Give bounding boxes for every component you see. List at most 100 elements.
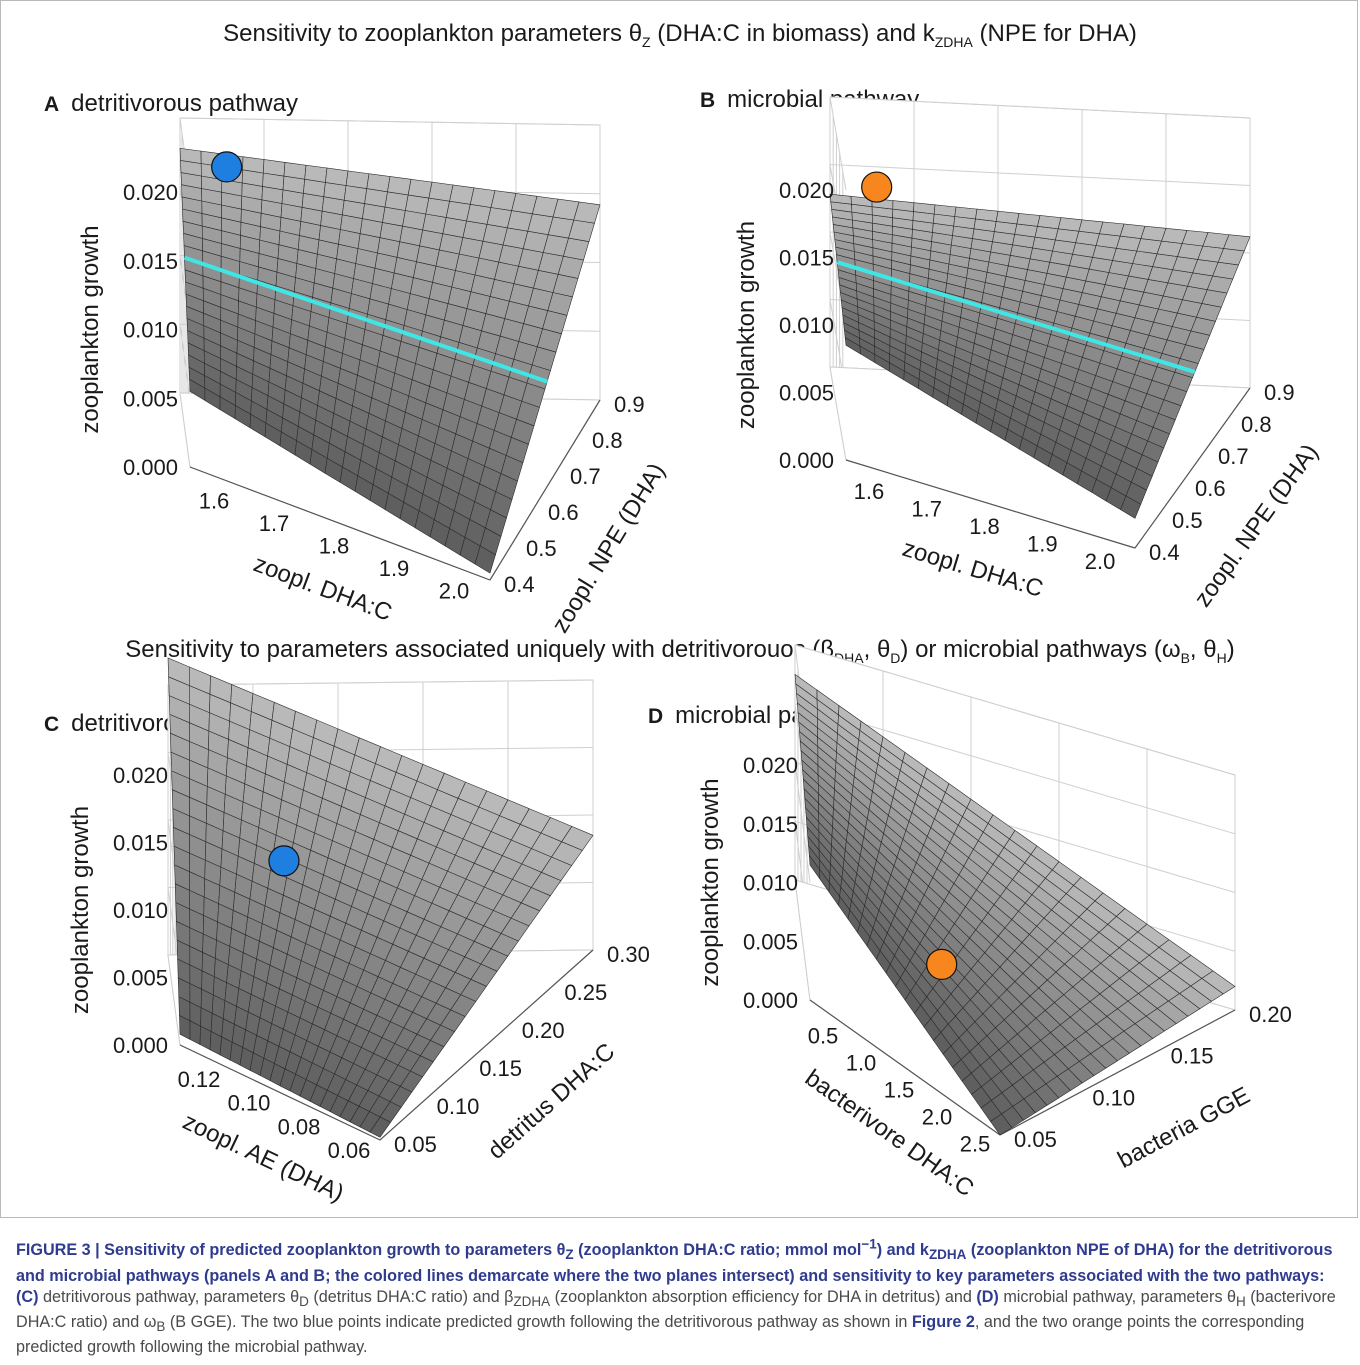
- x-tick-label: 1.5: [884, 1078, 915, 1103]
- z-gridline: [829, 96, 1251, 191]
- z-tick-label: 0.015: [779, 246, 834, 271]
- x-axis-label: zoopl. AE (DHA): [179, 1108, 348, 1207]
- surface-cell: [1078, 219, 1104, 235]
- y-tick-label: 0.15: [479, 1056, 522, 1081]
- surface-cell: [469, 187, 496, 208]
- y-tick-label: 0.05: [394, 1132, 437, 1157]
- x-tick-label: 2.0: [1085, 549, 1116, 574]
- x-tick-label: 1.9: [1027, 532, 1058, 557]
- z-axis-label: zooplankton growth: [697, 778, 724, 986]
- y-tick-label: 0.30: [607, 942, 650, 967]
- y-tick-label: 0.9: [1264, 380, 1295, 405]
- x-axis-line: [809, 999, 1001, 1136]
- z-tick-label: 0.015: [123, 249, 178, 274]
- y-tick-label: 0.5: [1172, 508, 1203, 533]
- y-tick-label: 0.5: [526, 536, 557, 561]
- surface-cell: [1119, 223, 1146, 239]
- z-tick-label: 0.020: [113, 763, 168, 788]
- y-axis-line: [999, 1009, 1236, 1136]
- y-tick-label: 0.05: [1014, 1127, 1057, 1152]
- z-tick-label: 0.010: [743, 871, 798, 896]
- z-tick-label: 0.005: [123, 386, 178, 411]
- x-tick-label: 0.12: [178, 1067, 221, 1092]
- z-tick-label: 0.020: [743, 753, 798, 778]
- z-tick-label: 0.010: [123, 318, 178, 343]
- y-tick-label: 0.10: [1092, 1085, 1135, 1110]
- y-axis-label: zoopl. NPE (DHA): [547, 459, 671, 638]
- y-axis-label: zoopl. NPE (DHA): [1189, 439, 1324, 612]
- y-tick-label: 0.4: [1149, 540, 1180, 565]
- x-tick-label: 2.0: [922, 1105, 953, 1130]
- y-tick-label: 0.6: [548, 500, 579, 525]
- intersection-line: [183, 255, 548, 384]
- section-title-top: Sensitivity to zooplankton parameters θZ…: [223, 20, 1137, 50]
- z-tick-label: 0.000: [123, 455, 178, 480]
- x-tick-label: 2.0: [439, 579, 470, 604]
- surface-cell: [449, 184, 475, 205]
- y-axis-line: [1134, 387, 1251, 549]
- y-tick-label: 0.4: [504, 572, 535, 597]
- y-tick-label: 0.20: [1249, 1002, 1292, 1027]
- orange-point: [926, 948, 958, 980]
- surface-cell: [304, 164, 328, 183]
- y-tick-label: 0.8: [592, 428, 623, 453]
- intersection-line: [836, 260, 1196, 374]
- surface-cell: [428, 181, 454, 202]
- surface-cell: [975, 208, 999, 222]
- surface-cell: [1016, 213, 1041, 227]
- y-tick-label: 0.15: [1171, 1044, 1214, 1069]
- surface-cell: [573, 201, 601, 224]
- y-tick-label: 0.8: [1241, 412, 1272, 437]
- y-axis-line: [489, 399, 601, 581]
- surface-cell: [1057, 217, 1083, 232]
- y-tick-label: 0.20: [522, 1018, 565, 1043]
- x-axis-label: zoopl. DHA:C: [250, 550, 396, 626]
- x-tick-label: 1.6: [854, 479, 885, 504]
- x-tick-label: 2.5: [960, 1132, 991, 1157]
- surface-cell: [1037, 215, 1062, 230]
- x-tick-label: 1.9: [379, 556, 410, 581]
- x-axis-line: [845, 459, 1136, 549]
- x-tick-label: 1.0: [846, 1051, 877, 1076]
- figure-caption: FIGURE 3 | Sensitivity of predicted zoop…: [16, 1237, 1336, 1357]
- z-tick-label: 0.010: [113, 898, 168, 923]
- section-title-bottom: Sensitivity to parameters associated uni…: [125, 636, 1235, 666]
- z-gridline: [794, 761, 1236, 893]
- y-tick-label: 0.7: [570, 464, 601, 489]
- surface-cell: [1223, 234, 1251, 252]
- surface-cell: [387, 176, 412, 196]
- x-tick-label: 0.10: [228, 1091, 271, 1116]
- x-tick-label: 1.6: [199, 488, 230, 513]
- x-axis-label: zoopl. DHA:C: [899, 535, 1046, 603]
- y-tick-label: 0.6: [1195, 476, 1226, 501]
- x-axis-line: [189, 466, 491, 581]
- surface-plots: 0.000 0.005 0.010 0.015 0.020 1.6 1.7 1.8 1.9 2.0…: [67, 96, 1324, 1207]
- surface-cell: [561, 826, 594, 851]
- blue-point: [211, 151, 243, 183]
- z-tick-label: 0.005: [743, 929, 798, 954]
- x-tick-label: 0.08: [278, 1114, 321, 1139]
- blue-point: [268, 845, 300, 877]
- x-tick-label: 1.7: [259, 511, 290, 536]
- z-tick-label: 0.015: [743, 812, 798, 837]
- x-tick-label: 1.8: [969, 514, 1000, 539]
- z-tick-label: 0.000: [113, 1033, 168, 1058]
- y-tick-label: 0.9: [614, 392, 645, 417]
- z-tick-label: 0.005: [779, 381, 834, 406]
- x-tick-label: 1.8: [319, 534, 350, 559]
- surface-cell: [445, 200, 471, 222]
- z-axis-label: zooplankton growth: [67, 806, 94, 1014]
- x-tick-label: 0.5: [808, 1024, 839, 1049]
- surface-cell: [1099, 221, 1125, 237]
- figure-frame: [0, 0, 1358, 1218]
- surface-cell: [466, 203, 492, 225]
- x-tick-label: 1.7: [911, 496, 942, 521]
- orange-point: [861, 171, 893, 203]
- x-axis-line: [179, 1044, 381, 1141]
- y-tick-label: 0.10: [437, 1094, 480, 1119]
- z-tick-label: 0.000: [779, 448, 834, 473]
- z-tick-label: 0.020: [779, 178, 834, 203]
- y-axis-line: [379, 949, 594, 1141]
- z-tick-label: 0.020: [123, 180, 178, 205]
- surface-cell: [407, 178, 433, 199]
